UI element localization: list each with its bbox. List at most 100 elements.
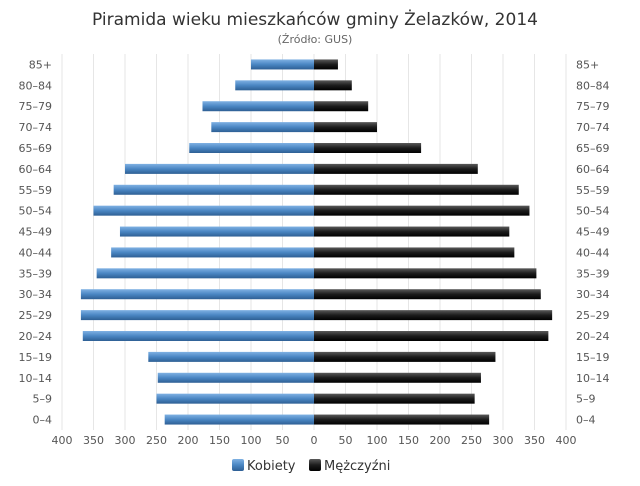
y-tick-label-left: 80–84 [19, 79, 53, 92]
bar-kobiety [251, 59, 314, 70]
chart-title: Piramida wieku mieszkańców gminy Żelazkó… [92, 9, 538, 30]
bar-mezczyzni [314, 143, 422, 153]
bar-mezczyzni [314, 163, 478, 174]
x-tick-label: 150 [209, 434, 230, 447]
bar-kobiety [189, 143, 314, 153]
x-tick-label: 200 [178, 434, 199, 447]
bar-mezczyzni [314, 310, 553, 321]
bar-kobiety [211, 122, 314, 133]
x-tick-label: 100 [241, 434, 262, 447]
legend-item-mezczyzni[interactable]: Mężczyźni [309, 459, 390, 474]
y-tick-label-right: 15–19 [576, 351, 610, 364]
x-tick-label: 250 [461, 434, 482, 447]
x-tick-label: 200 [430, 434, 451, 447]
legend: Kobiety Mężczyźni [232, 459, 390, 474]
bar-mezczyzni [314, 226, 510, 237]
legend-label-kobiety: Kobiety [247, 459, 296, 474]
bar-kobiety [148, 351, 314, 362]
y-tick-label-left: 5–9 [33, 393, 53, 406]
y-tick-label-right: 10–14 [576, 372, 610, 385]
x-tick-label: 350 [83, 434, 104, 447]
bar-kobiety [119, 226, 315, 237]
y-tick-label-left: 35–39 [19, 267, 53, 280]
bar-mezczyzni [314, 184, 519, 195]
bar-kobiety [80, 289, 315, 300]
y-tick-label-left: 75–79 [19, 100, 53, 113]
bar-mezczyzni [314, 205, 530, 216]
grid-lines [61, 54, 567, 430]
bar-mezczyzni [314, 268, 537, 279]
y-tick-label-right: 75–79 [576, 100, 610, 113]
y-tick-label-right: 70–74 [576, 121, 610, 134]
y-tick-label-left: 30–34 [19, 288, 53, 301]
y-tick-label-right: 65–69 [576, 142, 610, 155]
bar-kobiety [202, 101, 314, 112]
x-tick-label: 50 [339, 434, 353, 447]
y-tick-label-right: 80–84 [576, 79, 610, 92]
chart-subtitle: (Źródło: GUS) [278, 33, 353, 46]
bar-kobiety [113, 184, 314, 195]
y-axis-right-labels: 0–4 5–9 10–14 15–19 20–24 25–29 30–34 35–39 40–4… [576, 58, 610, 426]
legend-swatch-mezczyzni [309, 459, 321, 471]
y-tick-label-right: 20–24 [576, 330, 610, 343]
bar-kobiety [111, 247, 314, 258]
y-tick-label-right: 60–64 [576, 163, 610, 176]
x-tick-label: 150 [398, 434, 419, 447]
bar-kobiety [125, 163, 314, 174]
bar-kobiety [235, 80, 314, 91]
x-tick-label: 300 [493, 434, 514, 447]
x-tick-label: 300 [115, 434, 136, 447]
bar-kobiety [96, 268, 315, 279]
y-tick-label-left: 20–24 [19, 330, 53, 343]
x-axis-ticks: 400 350 300 250 200 150 100 50 0 50 100 150 200 250 30… [52, 434, 577, 447]
y-tick-label-right: 5–9 [576, 393, 596, 406]
y-tick-label-right: 30–34 [576, 288, 610, 301]
bar-kobiety [156, 393, 314, 404]
x-tick-label: 250 [146, 434, 167, 447]
bar-mezczyzni [314, 101, 369, 112]
bar-kobiety [164, 414, 314, 425]
x-tick-label: 50 [276, 434, 290, 447]
y-tick-label-left: 85+ [29, 58, 52, 71]
bar-kobiety [157, 372, 314, 383]
y-tick-label-right: 45–49 [576, 226, 610, 239]
legend-item-kobiety[interactable]: Kobiety [232, 459, 296, 474]
y-tick-label-left: 60–64 [19, 163, 53, 176]
bar-mezczyzni [314, 372, 481, 383]
y-axis-left-labels: 0–4 5–9 10–14 15–19 20–24 25–29 30–34 35–39 40–4… [19, 58, 53, 426]
y-tick-label-right: 25–29 [576, 309, 610, 322]
y-tick-label-left: 10–14 [19, 372, 53, 385]
y-tick-label-right: 55–59 [576, 184, 610, 197]
y-tick-label-right: 50–54 [576, 205, 610, 218]
y-tick-label-right: 85+ [576, 58, 599, 71]
bar-mezczyzni [314, 289, 541, 300]
y-tick-label-right: 35–39 [576, 267, 610, 280]
y-tick-label-left: 25–29 [19, 309, 53, 322]
y-tick-label-left: 65–69 [19, 142, 53, 155]
bar-kobiety [80, 310, 315, 321]
x-tick-label: 350 [524, 434, 545, 447]
y-tick-label-left: 40–44 [19, 246, 53, 259]
bar-mezczyzni [314, 122, 377, 133]
bar-mezczyzni [314, 393, 475, 404]
bar-mezczyzni [314, 80, 352, 91]
bar-mezczyzni [314, 331, 549, 341]
x-tick-label: 0 [311, 434, 318, 447]
bar-kobiety [82, 331, 314, 341]
bar-mezczyzni [314, 247, 515, 258]
bars [80, 59, 553, 425]
y-tick-label-left: 70–74 [19, 121, 53, 134]
legend-label-mezczyzni: Mężczyźni [324, 459, 390, 474]
x-tick-label: 400 [52, 434, 73, 447]
y-tick-label-right: 0–4 [576, 414, 596, 427]
y-tick-label-left: 45–49 [19, 226, 53, 239]
bar-mezczyzni [314, 351, 496, 362]
y-tick-label-left: 50–54 [19, 205, 53, 218]
x-tick-label: 100 [367, 434, 388, 447]
y-tick-label-left: 0–4 [33, 414, 53, 427]
bar-mezczyzni [314, 414, 490, 425]
y-tick-label-left: 15–19 [19, 351, 53, 364]
y-tick-label-right: 40–44 [576, 246, 610, 259]
x-tick-label: 400 [556, 434, 577, 447]
